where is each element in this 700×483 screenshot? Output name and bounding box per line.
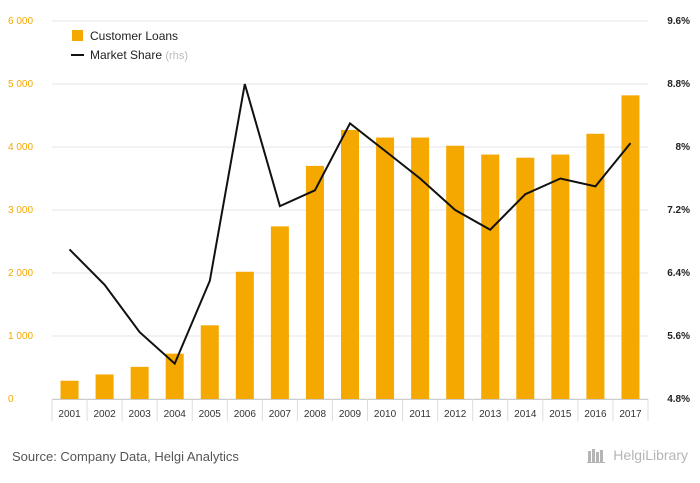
left-tick-label: 6 000	[8, 16, 33, 27]
bar	[235, 271, 254, 399]
x-tick-label: 2007	[269, 409, 292, 420]
source-note: Source: Company Data, Helgi Analytics	[12, 449, 239, 464]
line-series	[68, 83, 632, 366]
bar	[516, 157, 535, 399]
right-tick-label: 8%	[676, 142, 691, 153]
left-tick-label: 0	[8, 394, 14, 405]
x-tick-label: 2013	[479, 409, 502, 420]
x-tick-label: 2010	[374, 409, 397, 420]
right-tick-label: 9.6%	[667, 16, 690, 27]
x-axis-ticks: 2001 2002 2003 2004 2005 2006 2007 2008 2009 2010…	[51, 399, 649, 421]
legend-label-customer-loans: Customer Loans	[90, 29, 178, 43]
x-tick-label: 2011	[409, 409, 431, 420]
bar	[586, 133, 605, 399]
bar-series	[60, 95, 640, 400]
bar	[376, 137, 395, 400]
left-tick-label: 5 000	[8, 79, 33, 90]
right-tick-label: 8.8%	[667, 79, 690, 90]
chart-area: 0 1 000 2 000 3 000 4 000 5 000 6 000 4.8% 5.6%…	[8, 16, 690, 421]
brand-name: HelgiLibrary	[613, 447, 688, 463]
legend-label-market-share: Market Share (rhs)	[90, 48, 188, 62]
x-tick-label: 2009	[339, 409, 362, 420]
x-tick-label: 2016	[584, 409, 607, 420]
bar	[95, 374, 114, 399]
left-tick-label: 3 000	[8, 205, 33, 216]
bar	[341, 129, 359, 400]
right-axis-ticks: 4.8% 5.6% 6.4% 7.2% 8% 8.8% 9.6%	[667, 16, 690, 405]
x-tick-label: 2001	[58, 409, 81, 420]
bar	[130, 366, 149, 399]
left-tick-label: 2 000	[8, 268, 33, 279]
x-tick-label: 2017	[619, 409, 642, 420]
x-tick-label: 2012	[444, 409, 467, 420]
left-tick-label: 4 000	[8, 142, 33, 153]
bar	[270, 226, 289, 399]
x-tick-label: 2008	[304, 409, 327, 420]
right-tick-label: 4.8%	[667, 394, 690, 405]
right-tick-label: 6.4%	[667, 268, 690, 279]
x-tick-label: 2005	[199, 409, 222, 420]
bar	[621, 95, 640, 399]
bar	[411, 137, 430, 400]
bar	[60, 380, 79, 399]
x-tick-label: 2014	[514, 409, 537, 420]
left-tick-label: 1 000	[8, 331, 33, 342]
bar	[305, 165, 324, 399]
x-tick-label: 2006	[234, 409, 257, 420]
legend: Customer Loans Market Share (rhs)	[71, 29, 188, 62]
bar	[446, 145, 465, 399]
legend-swatch-customer-loans	[72, 30, 83, 41]
x-tick-label: 2002	[93, 409, 116, 420]
legend-rhs-note: (rhs)	[165, 50, 188, 62]
bookshelf-icon	[587, 449, 606, 463]
x-tick-label: 2015	[549, 409, 572, 420]
bar	[551, 154, 570, 399]
x-tick-label: 2003	[129, 409, 152, 420]
right-tick-label: 5.6%	[667, 331, 690, 342]
brand-logo: HelgiLibrary	[587, 447, 688, 463]
right-tick-label: 7.2%	[667, 205, 690, 216]
bar	[481, 154, 500, 399]
bar	[165, 353, 184, 399]
left-axis-ticks: 0 1 000 2 000 3 000 4 000 5 000 6 000	[8, 16, 33, 405]
bar	[200, 325, 219, 399]
x-tick-label: 2004	[164, 409, 187, 420]
